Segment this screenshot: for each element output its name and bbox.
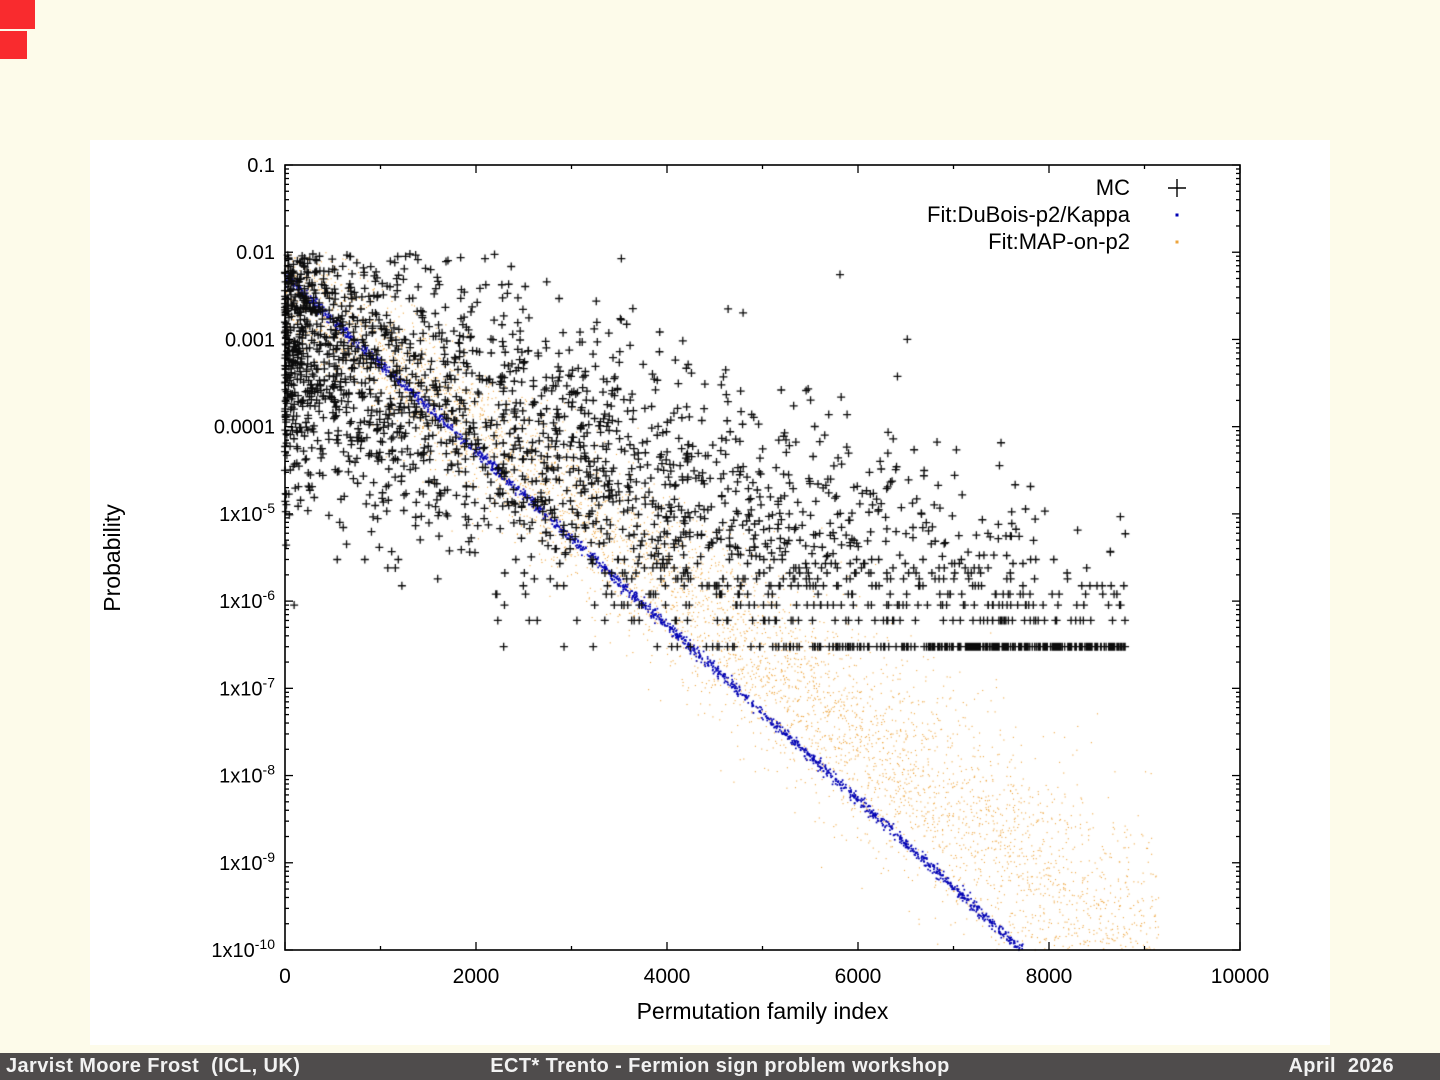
footer-event: ECT* Trento - Fermion sign problem works… [490, 1055, 950, 1077]
y-tick-label: 1x10-5 [219, 500, 275, 526]
legend-item-fit-map-on-p2: Fit:MAP-on-p2 [988, 229, 1179, 254]
legend-item-mc: MC [1096, 175, 1186, 200]
chart-panel: 0 2000 4000 6000 8000 10000 0.1 0.01 0.001 0.0001… [90, 140, 1330, 1045]
chart-points-canvas [90, 140, 1330, 1045]
y-tick-label: 1x10-7 [219, 674, 275, 700]
x-tick-label: 6000 [835, 965, 882, 988]
legend-item-fit-dubois-p2-kappa: Fit:DuBois-p2/Kappa [927, 202, 1179, 227]
legend-label: MC [1096, 175, 1130, 200]
y-tick-label: 1x10-8 [219, 762, 275, 788]
y-tick-label: 0.1 [247, 155, 275, 177]
x-tick-label: 0 [279, 965, 291, 988]
x-tick-label: 4000 [644, 965, 691, 988]
plot-border [284, 164, 1241, 951]
x-tick-label: 2000 [453, 965, 500, 988]
y-tick-label: 0.0001 [214, 417, 275, 439]
y-tick-label: 0.001 [225, 329, 275, 351]
x-tick-label: 8000 [1026, 965, 1073, 988]
footer-author: Jarvist Moore Frost (ICL, UK) [6, 1055, 301, 1077]
y-tick-label: 1x10-6 [219, 587, 275, 613]
y-tick-label: 1x10-10 [211, 936, 275, 962]
legend-label: Fit:MAP-on-p2 [988, 229, 1130, 254]
legend-dot-icon [1175, 240, 1179, 244]
x-tick-label: 10000 [1211, 965, 1269, 988]
legend-label: Fit:DuBois-p2/Kappa [927, 202, 1131, 227]
footer-date: April 2026 [1288, 1055, 1394, 1077]
y-tick-label: 0.01 [236, 242, 275, 264]
y-axis-title: Probability [99, 504, 125, 612]
x-axis-title: Permutation family index [637, 998, 889, 1024]
y-tick-label: 1x10-9 [219, 849, 275, 875]
legend-dot-icon [1175, 213, 1179, 217]
corner-accent-2 [0, 31, 27, 59]
corner-accent-1 [0, 0, 35, 29]
footer-bar: Jarvist Moore Frost (ICL, UK) ECT* Trent… [0, 1053, 1440, 1080]
chart-axes-overlay: 0 2000 4000 6000 8000 10000 0.1 0.01 0.001 0.0001… [99, 155, 1269, 1024]
